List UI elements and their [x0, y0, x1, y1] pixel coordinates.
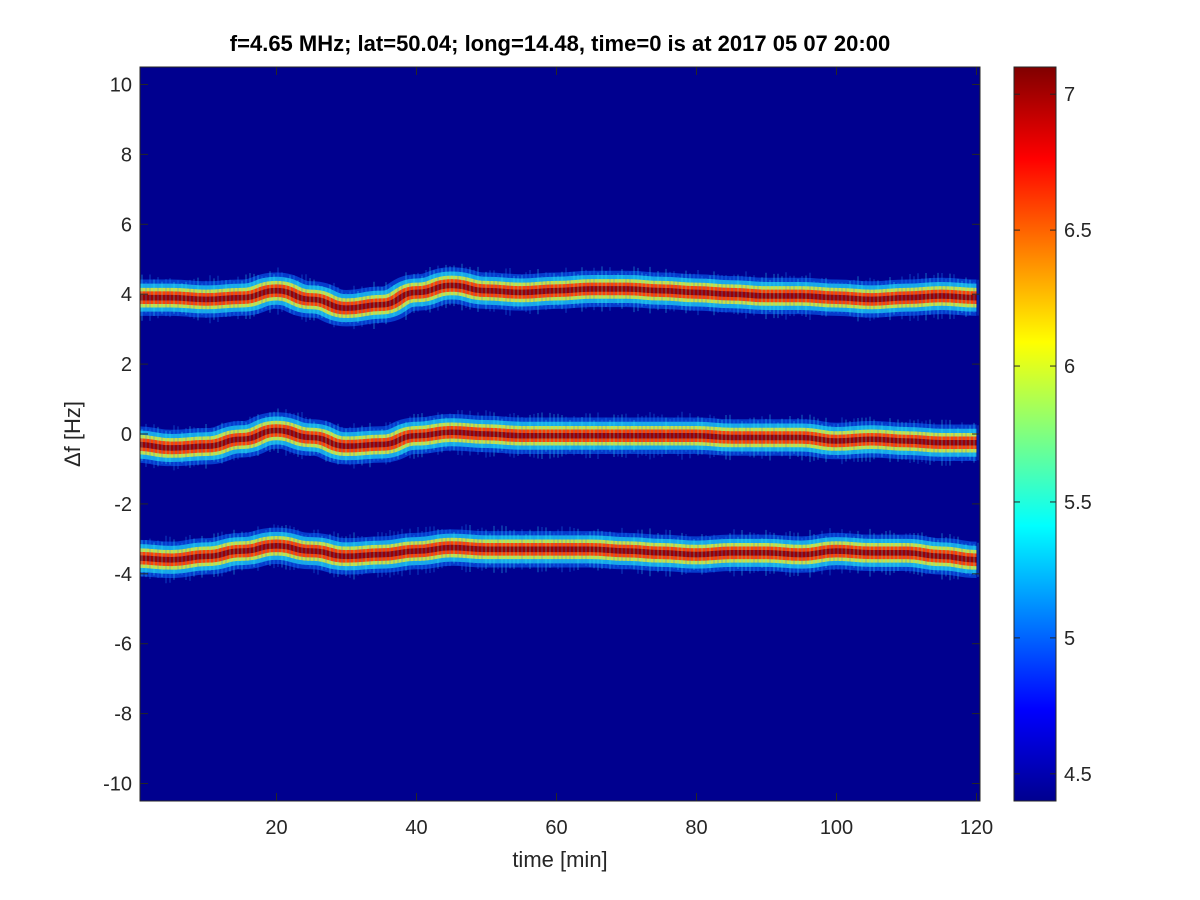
trace-band-layer — [140, 543, 977, 563]
colorbar-tick-label: 6.5 — [1064, 220, 1092, 242]
x-tick-label: 120 — [960, 817, 993, 839]
trace-2 — [140, 408, 979, 471]
colorbar-tick-label: 7 — [1064, 84, 1075, 106]
trace-band-layer — [140, 282, 977, 311]
colorbar-gradient — [1013, 66, 1057, 802]
x-tick-label: 80 — [685, 817, 707, 839]
x-tick-label: 20 — [265, 817, 287, 839]
colorbar-tick-label: 5 — [1064, 628, 1075, 650]
y-tick-label: 10 — [110, 74, 132, 96]
y-tick-label: 0 — [121, 424, 132, 446]
y-axis-ticks: 10 8 6 4 2 0 -2 -4 -6 -8 -10 — [103, 74, 980, 796]
y-axis-label: Δf [Hz] — [60, 401, 85, 467]
colorbar-tick-label: 4.5 — [1064, 764, 1092, 786]
x-tick-label: 40 — [405, 817, 427, 839]
y-tick-label: -6 — [114, 634, 132, 656]
x-axis-ticks: 20 40 60 80 100 120 — [265, 67, 993, 839]
x-axis-label: time [min] — [512, 847, 607, 872]
x-tick-label: 60 — [545, 817, 567, 839]
x-tick-label: 100 — [820, 817, 853, 839]
colorbar-ticks: 7 6.5 6 5.5 5 4.5 — [1014, 84, 1092, 786]
y-tick-label: 4 — [121, 284, 132, 306]
y-tick-label: 8 — [121, 144, 132, 166]
y-tick-label: -2 — [114, 494, 132, 516]
colorbar-tick-label: 6 — [1064, 356, 1075, 378]
y-tick-label: -4 — [114, 564, 132, 586]
trace-1 — [140, 263, 979, 330]
plot-area — [139, 66, 981, 802]
trace-3 — [140, 524, 979, 584]
colorbar-tick-label: 5.5 — [1064, 492, 1092, 514]
y-tick-label: 2 — [121, 354, 132, 376]
traces-group — [140, 263, 979, 584]
trace-band-layer — [140, 427, 977, 451]
y-tick-label: 6 — [121, 214, 132, 236]
y-tick-label: -8 — [114, 704, 132, 726]
y-tick-label: -10 — [103, 774, 132, 796]
chart-title: f=4.65 MHz; lat=50.04; long=14.48, time=… — [230, 31, 890, 56]
colorbar: 7 6.5 6 5.5 5 4.5 — [1013, 66, 1092, 802]
